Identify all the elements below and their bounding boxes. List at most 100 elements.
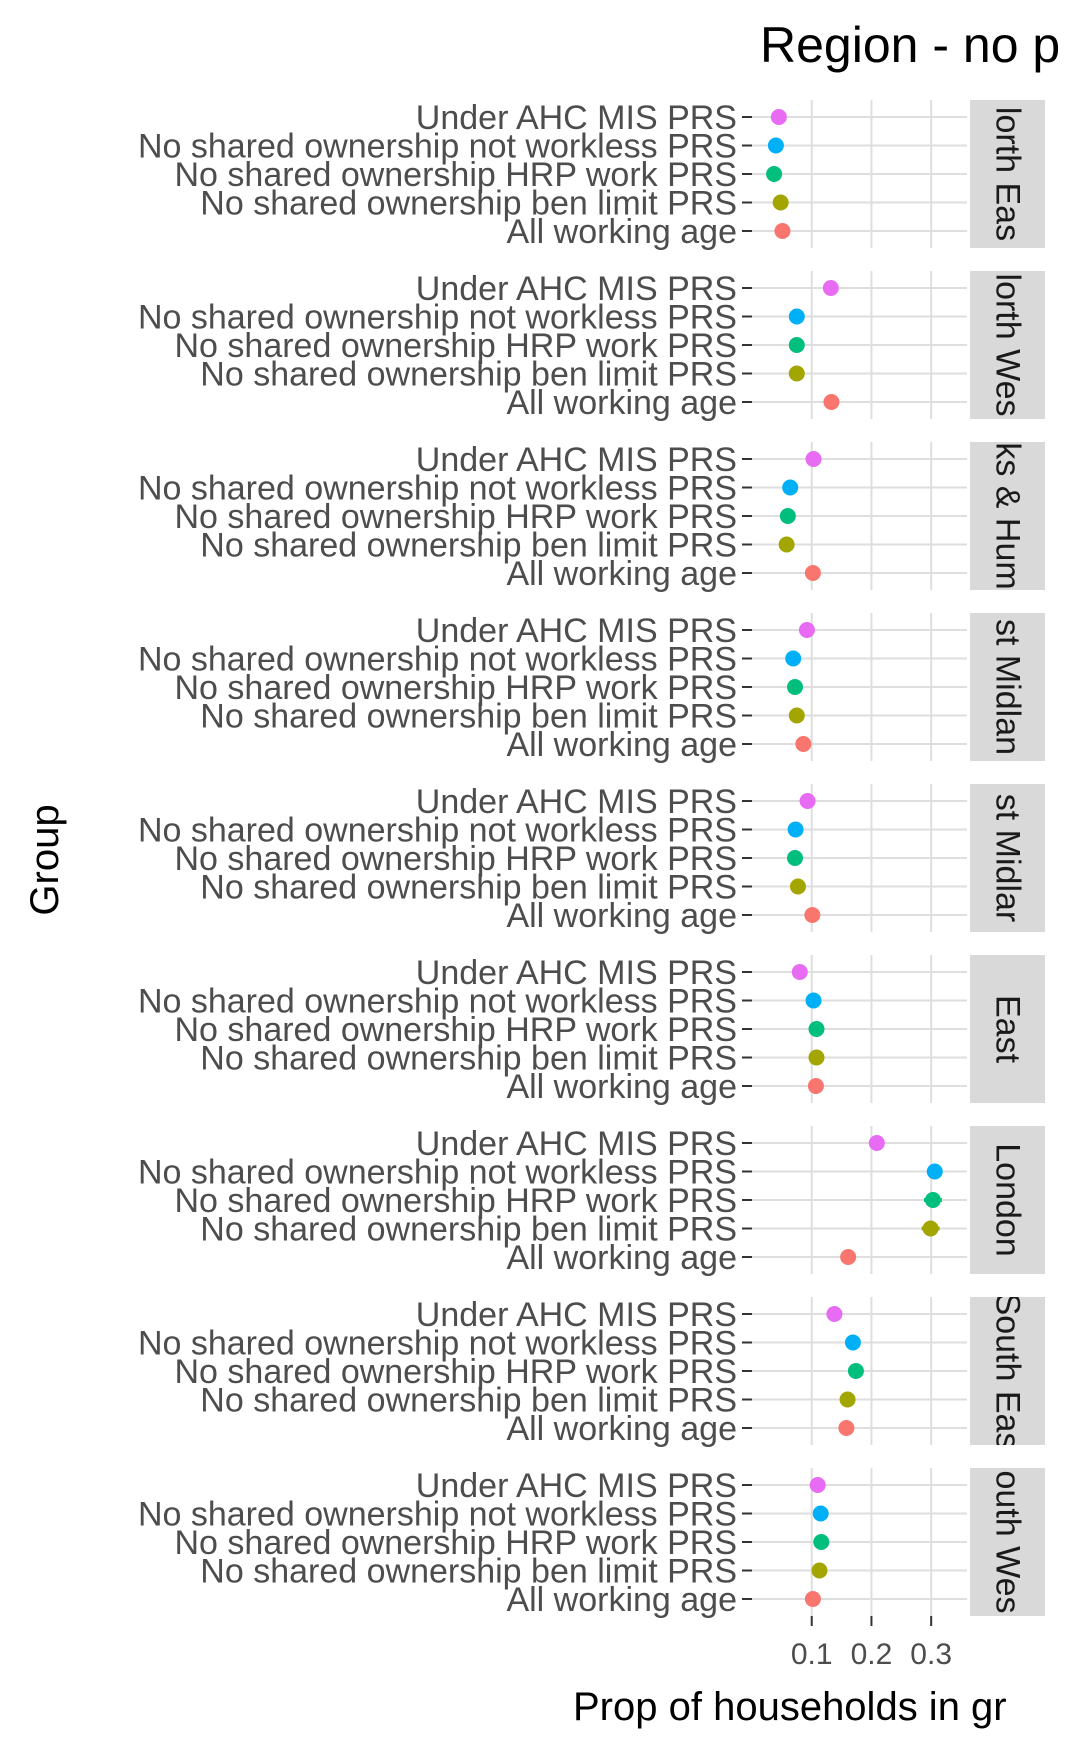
data-point	[805, 992, 822, 1009]
y-tick-label: No shared ownership not workless PRS	[138, 1154, 737, 1192]
data-point	[823, 394, 840, 410]
data-point	[788, 365, 805, 382]
y-tick-label: Under AHC MIS PRS	[416, 270, 737, 308]
y-tick-label: Under AHC MIS PRS	[416, 441, 737, 479]
x-tick-label: 0.3	[910, 1638, 952, 1671]
y-axis-title: Group	[23, 804, 67, 915]
y-tick-label: No shared ownership not workless PRS	[138, 128, 737, 166]
y-tick-label: All working age	[506, 1239, 737, 1277]
data-point	[826, 1306, 843, 1322]
y-tick-label: No shared ownership HRP work PRS	[175, 1353, 738, 1391]
facet-strip-label-wrap: outh Wes	[989, 1470, 1027, 1613]
y-tick-label: No shared ownership HRP work PRS	[175, 669, 738, 707]
data-point	[766, 166, 783, 182]
y-tick-label: No shared ownership HRP work PRS	[175, 1524, 738, 1562]
data-point	[787, 821, 804, 838]
facet-strip-label-wrap: st Midlar	[989, 794, 1027, 922]
y-tick-label: No shared ownership ben limit PRS	[200, 527, 737, 565]
data-point	[838, 1420, 855, 1436]
chart-title: Region - no p	[760, 17, 1060, 73]
y-tick-label: All working age	[506, 384, 737, 422]
y-tick-label: No shared ownership ben limit PRS	[200, 1211, 737, 1249]
data-point	[808, 1049, 825, 1066]
y-tick-label: No shared ownership ben limit PRS	[200, 356, 737, 394]
y-tick-label: No shared ownership HRP work PRS	[175, 498, 738, 536]
y-tick-label: No shared ownership not workless PRS	[138, 1496, 737, 1534]
y-tick-label: Under AHC MIS PRS	[416, 1125, 737, 1163]
data-point	[924, 1192, 941, 1208]
y-tick-label: All working age	[506, 555, 737, 593]
data-point	[787, 679, 803, 695]
facet-strip-label-wrap: South Eas	[989, 1293, 1027, 1450]
y-tick-label: All working age	[506, 897, 737, 935]
y-tick-label: No shared ownership HRP work PRS	[175, 840, 738, 878]
facet-strip-label-wrap: London	[989, 1143, 1027, 1256]
facet-strip	[970, 100, 1045, 248]
facet-strip-label: East	[989, 995, 1027, 1064]
data-point	[812, 1505, 829, 1522]
facet-strip	[970, 955, 1045, 1103]
y-tick-label: Under AHC MIS PRS	[416, 1296, 737, 1334]
data-point	[798, 622, 815, 638]
facet-strip	[970, 1468, 1045, 1616]
y-tick-label: No shared ownership not workless PRS	[138, 641, 737, 679]
y-tick-label: No shared ownership not workless PRS	[138, 470, 737, 508]
data-point	[791, 964, 808, 980]
data-point	[789, 878, 806, 895]
x-tick-label: 0.2	[851, 1638, 893, 1671]
data-point	[779, 508, 796, 524]
facet-strip-label: st Midlar	[989, 794, 1027, 922]
data-point	[787, 850, 803, 866]
y-tick-label: No shared ownership ben limit PRS	[200, 869, 737, 907]
facet-strip-label-wrap: lorth Eas	[989, 107, 1027, 241]
facet-strip-label: st Midlan	[989, 619, 1027, 755]
data-point	[772, 194, 789, 211]
y-tick-label: Under AHC MIS PRS	[416, 954, 737, 992]
data-point	[844, 1334, 861, 1351]
x-axis-title: Prop of households in gr	[573, 1685, 1007, 1729]
data-point	[788, 707, 805, 724]
facet-strip-label: South Eas	[989, 1293, 1027, 1450]
y-tick-label: Under AHC MIS PRS	[416, 783, 737, 821]
y-tick-label: All working age	[506, 1581, 737, 1619]
data-point	[926, 1163, 943, 1180]
y-tick-label: All working age	[506, 213, 737, 251]
facet-strip-label-wrap: East	[989, 995, 1027, 1064]
y-tick-label: No shared ownership ben limit PRS	[200, 698, 737, 736]
data-point	[847, 1363, 864, 1379]
y-tick-label: No shared ownership ben limit PRS	[200, 1040, 737, 1078]
data-point	[840, 1249, 857, 1265]
y-tick-label: No shared ownership HRP work PRS	[175, 156, 738, 194]
facet-strip-label-wrap: ks & Hum	[989, 442, 1027, 589]
data-point	[804, 1591, 821, 1607]
facet-strip-label: lorth Eas	[989, 107, 1027, 241]
data-point	[788, 308, 805, 325]
data-point	[767, 137, 784, 154]
data-point	[804, 907, 821, 923]
facet-strip	[970, 784, 1045, 932]
x-tick-label: 0.1	[791, 1638, 833, 1671]
data-point	[782, 479, 799, 496]
facet-strip	[970, 271, 1045, 419]
data-point	[807, 1078, 824, 1094]
data-point	[778, 536, 795, 553]
data-point	[805, 451, 822, 467]
y-tick-label: No shared ownership not workless PRS	[138, 812, 737, 850]
data-point	[785, 650, 802, 667]
facet-strip-label: ks & Hum	[989, 442, 1027, 589]
y-tick-label: No shared ownership not workless PRS	[138, 1325, 737, 1363]
facet-strip-label: lorth Wes	[989, 274, 1027, 417]
y-tick-label: No shared ownership ben limit PRS	[200, 1382, 737, 1420]
data-point	[774, 223, 791, 239]
y-tick-label: No shared ownership ben limit PRS	[200, 185, 737, 223]
y-tick-label: All working age	[506, 1410, 737, 1448]
data-point	[770, 109, 787, 125]
data-point	[788, 337, 805, 353]
